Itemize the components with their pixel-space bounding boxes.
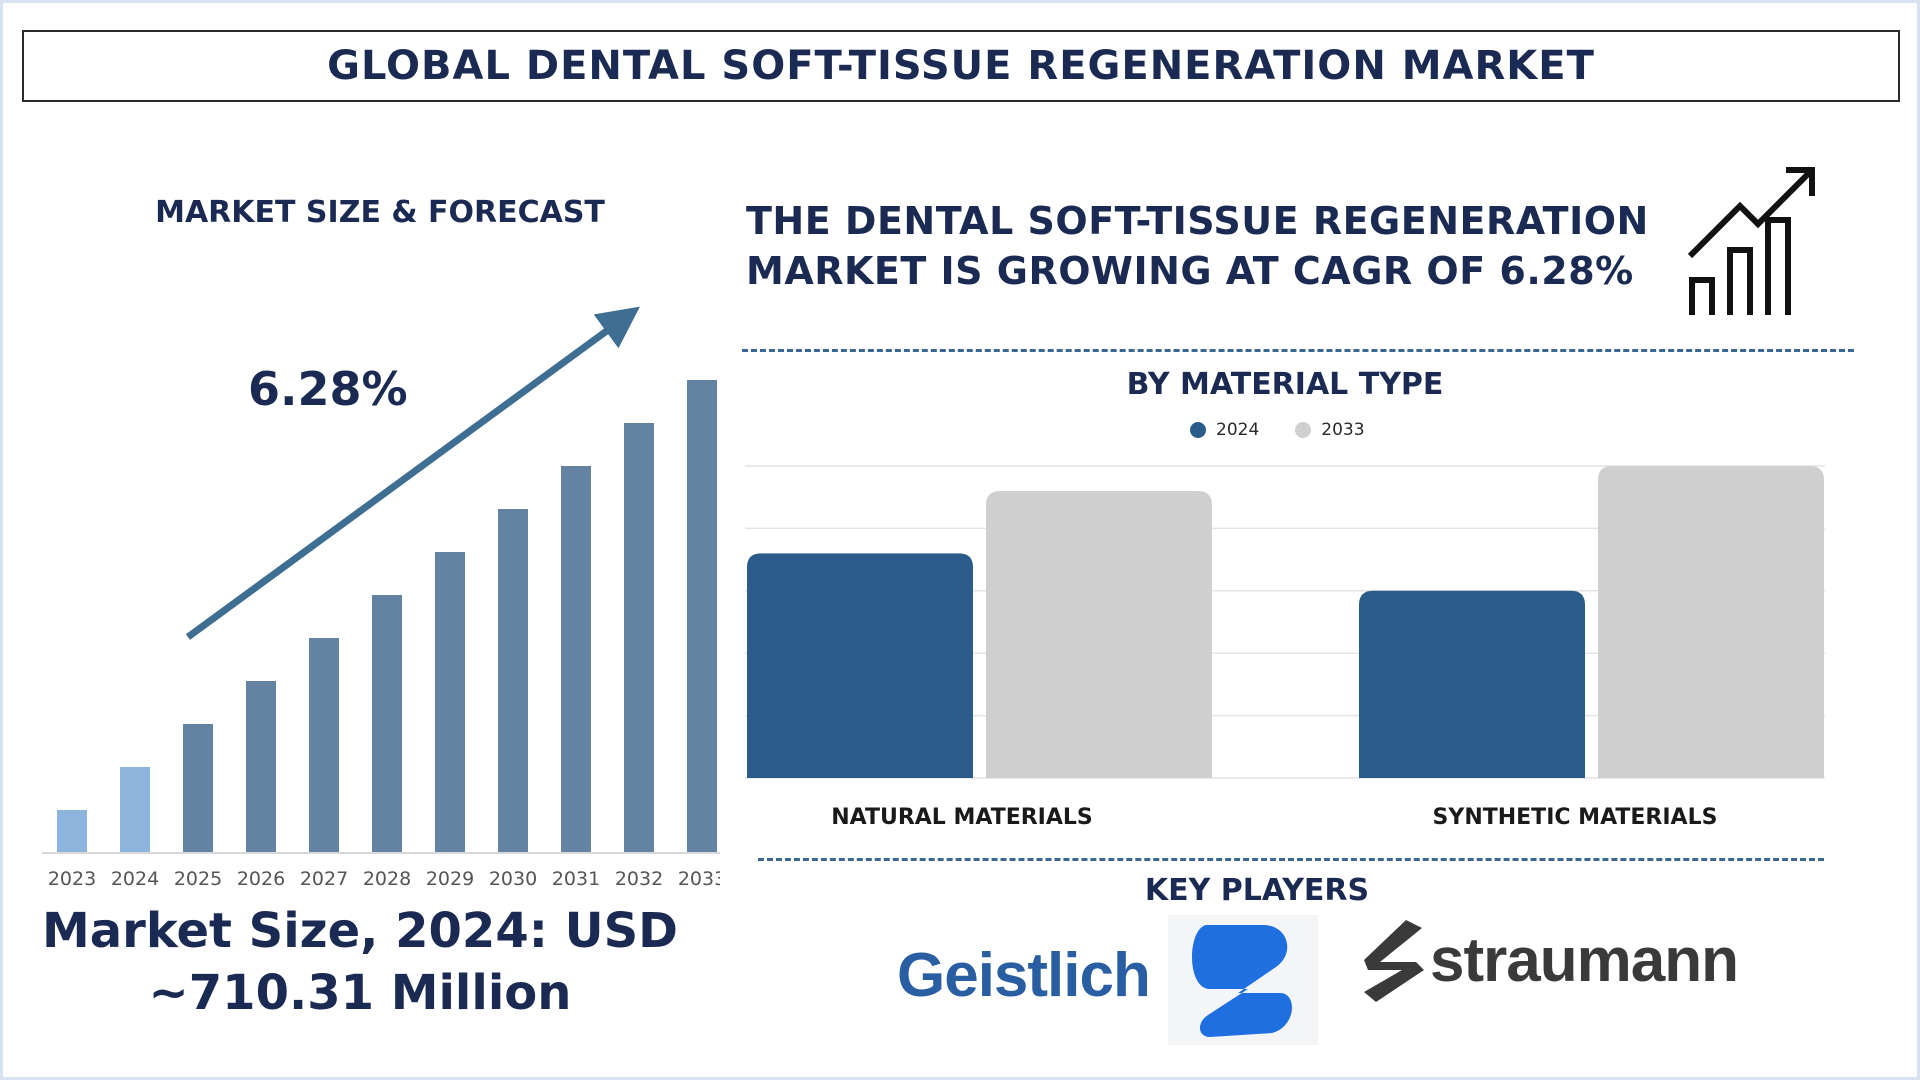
material-legend: 2024 2033 [1190,420,1365,440]
market-size-statement: Market Size, 2024: USD ~710.31 Million [30,900,690,1024]
material-bar-natural-2033 [986,490,1212,778]
forecast-tick-2032: 2032 [615,868,663,890]
forecast-tick-2027: 2027 [300,868,348,890]
divider-top [742,349,1854,352]
forecast-bar-2031 [561,466,591,853]
forecast-tick-2025: 2025 [174,868,222,890]
s-brand-logo [1168,915,1318,1045]
growth-chart-icon [1687,167,1815,315]
forecast-tick-2030: 2030 [489,868,537,890]
market-size-line2: ~710.31 Million [148,965,572,1021]
forecast-bar-2029 [435,552,465,853]
forecast-bar-2026 [246,681,276,853]
forecast-tick-2028: 2028 [363,868,411,890]
forecast-tick-2033: 2033 [678,868,720,890]
forecast-bar-2024 [120,767,150,853]
cagr-statement: THE DENTAL SOFT-TISSUE REGENERATION MARK… [746,196,1686,296]
material-bar-natural-2024 [747,553,973,778]
key-players-heading: KEY PLAYERS [1144,873,1370,908]
forecast-tick-2031: 2031 [552,868,600,890]
cagr-statement-line1: THE DENTAL SOFT-TISSUE REGENERATION [746,199,1649,243]
forecast-bar-2032 [624,423,654,853]
title-box: GLOBAL DENTAL SOFT-TISSUE REGENERATION M… [22,30,1900,102]
forecast-bar-2027 [309,638,339,853]
legend-label-2033: 2033 [1321,420,1365,440]
market-size-forecast-heading: MARKET SIZE & FORECAST [155,195,605,230]
page-title: GLOBAL DENTAL SOFT-TISSUE REGENERATION M… [327,43,1595,89]
material-type-heading: BY MATERIAL TYPE [1126,367,1444,402]
material-bar-synthetic-2024 [1359,590,1585,778]
growth-arrow [185,306,640,640]
legend-swatch-2024 [1190,422,1206,438]
forecast-bar-2033 [687,380,717,853]
forecast-tick-2026: 2026 [237,868,285,890]
cagr-statement-line2: MARKET IS GROWING AT CAGR OF 6.28% [746,249,1634,293]
straumann-mark-icon [1364,920,1424,1002]
material-bar-synthetic-2033 [1598,466,1824,778]
straumann-logo-text: straumann [1430,926,1739,995]
legend-swatch-2033 [1295,422,1312,438]
market-forecast-chart: 2023 2024 2025 2026 2027 2028 2029 2030 2031 2032… [42,306,720,890]
forecast-tick-2024: 2024 [111,868,159,890]
forecast-tick-2023: 2023 [48,868,96,890]
legend-item-2024: 2024 [1190,420,1259,440]
forecast-bar-2028 [372,595,402,853]
divider-bottom [758,858,1824,861]
cagr-annotation: 6.28% [248,362,408,416]
geistlich-logo: Geistlich [897,941,1151,1010]
material-type-chart [745,465,1825,779]
forecast-tick-2029: 2029 [426,868,474,890]
legend-label-2024: 2024 [1216,420,1260,440]
s-brand-icon [1192,925,1292,1037]
legend-item-2033: 2033 [1295,420,1365,440]
category-label-natural: NATURAL MATERIALS [831,805,1093,830]
forecast-bar-2023 [57,810,87,853]
forecast-bar-2030 [498,509,528,853]
market-size-line1: Market Size, 2024: USD [41,903,679,959]
category-label-synthetic: SYNTHETIC MATERIALS [1432,805,1718,830]
forecast-bar-2025 [183,724,213,853]
